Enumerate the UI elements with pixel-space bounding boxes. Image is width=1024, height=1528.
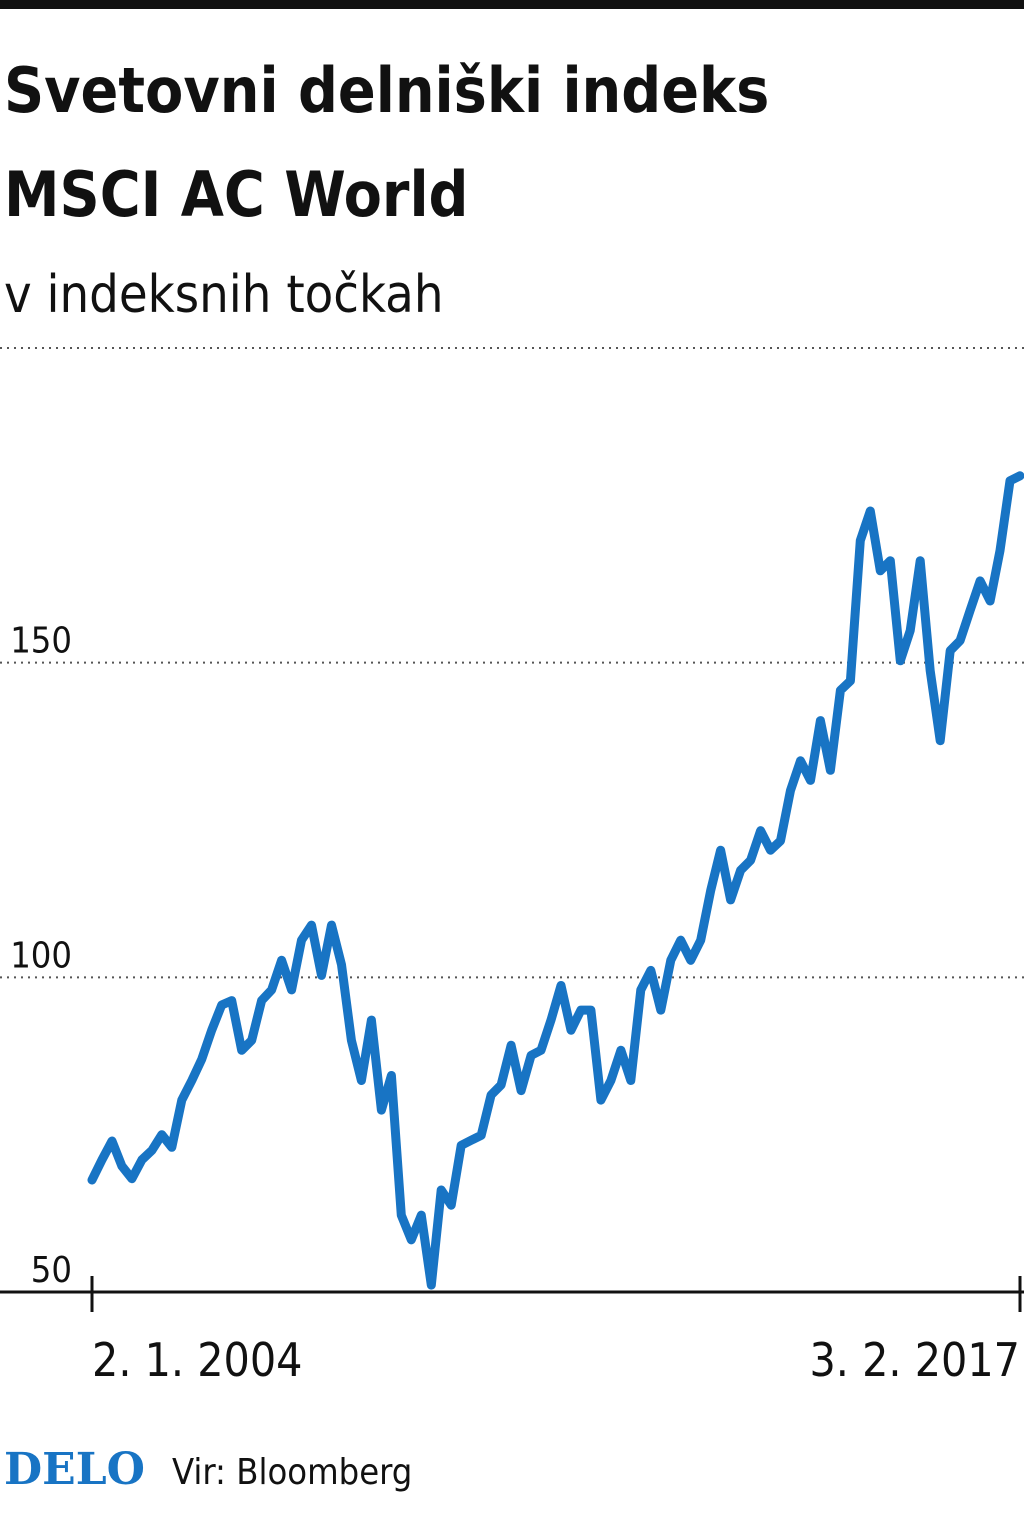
x-tick-label: 3. 2. 2017 — [809, 1333, 1020, 1387]
x-tick-label: 2. 1. 2004 — [92, 1333, 303, 1387]
line — [87, 471, 1024, 1290]
chart-subtitle: v indeksnih točkah — [4, 265, 444, 325]
chart-title: MSCI AC World — [4, 158, 469, 231]
chart-title: Svetovni delniški indeks — [4, 54, 769, 127]
source: Vir: Bloomberg — [172, 1452, 412, 1493]
brand: DELO — [4, 1444, 145, 1495]
top-bar — [0, 0, 1024, 9]
y-tick-label: 100 — [10, 935, 72, 976]
y-tick-label: 50 — [31, 1250, 72, 1291]
y-tick-label: 150 — [10, 621, 72, 662]
